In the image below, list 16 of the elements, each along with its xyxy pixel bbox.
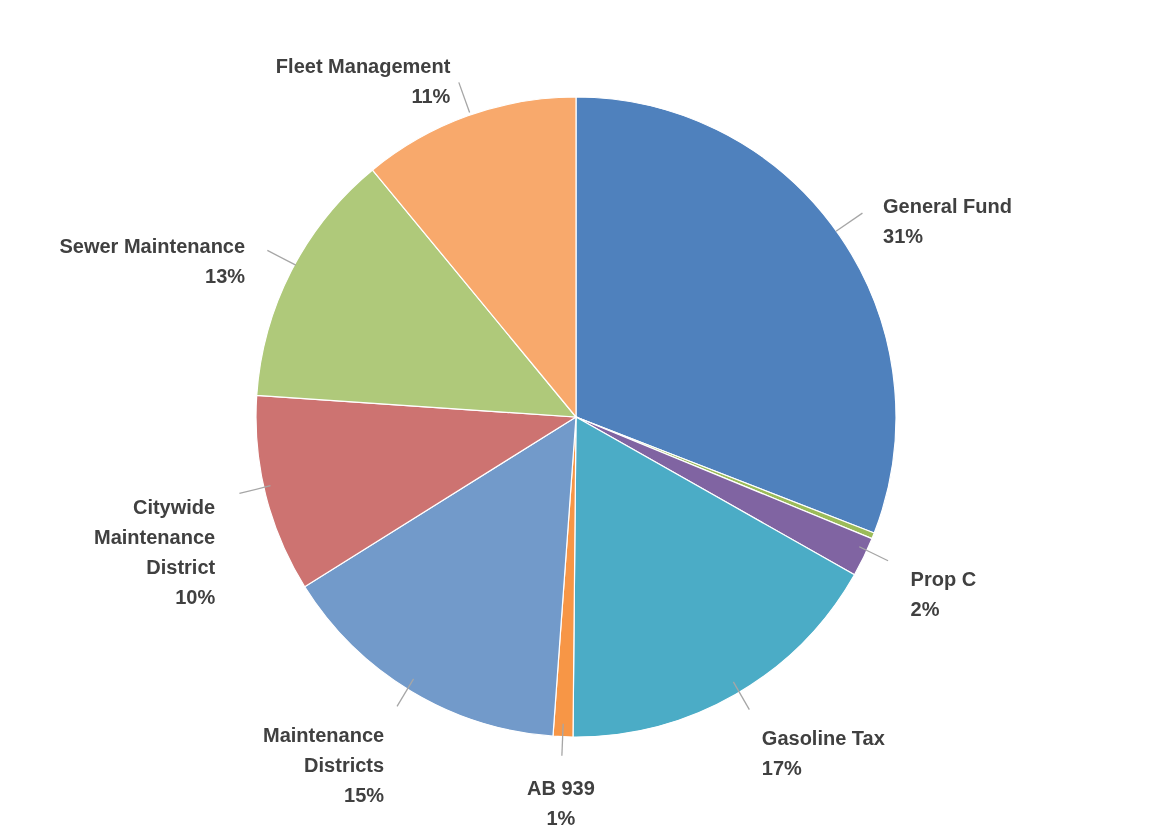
slice-label: Citywide Maintenance District — [94, 495, 216, 578]
data-label: 11% — [411, 84, 451, 107]
data-label: 31% — [883, 225, 924, 248]
slice-label: General Fund — [883, 195, 1012, 218]
slice-label: Fleet Management — [275, 54, 451, 77]
data-label: 15% — [344, 783, 385, 806]
data-label: 2% — [910, 597, 940, 620]
data-label: 1% — [546, 806, 576, 829]
data-label: 10% — [175, 585, 216, 608]
slice-label: Maintenance Districts — [262, 723, 385, 776]
data-label: 17% — [761, 757, 803, 780]
slice-label: Gasoline Tax — [761, 727, 885, 750]
slice-label: Sewer Maintenance — [59, 235, 246, 258]
slice-label: AB 939 — [526, 776, 595, 799]
data-label: 13% — [205, 265, 246, 288]
slice-label: Prop C — [910, 567, 977, 590]
